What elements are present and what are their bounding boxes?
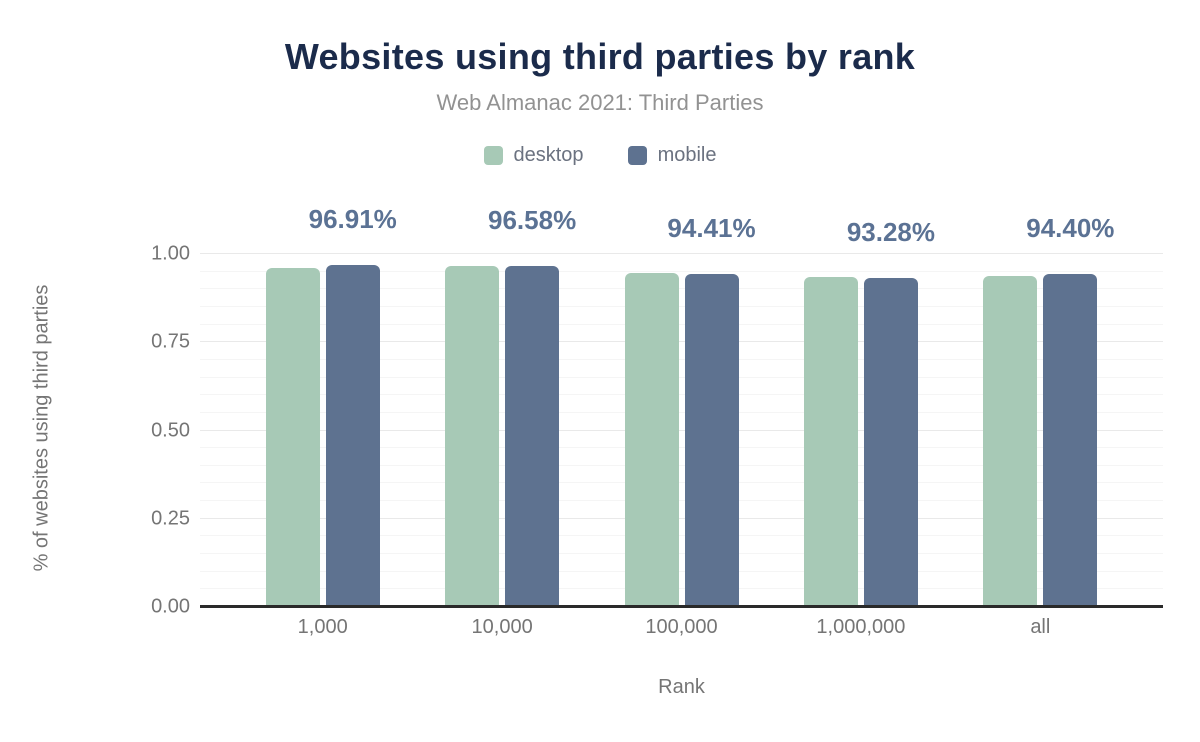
gridline-minor [200,305,1163,307]
y-axis-tick: 0.75 [151,330,190,353]
bar-mobile-1000[interactable] [325,264,380,607]
gridline-major [200,253,1163,254]
bar-group-all: 94.40% [951,213,1130,607]
gridline-minor [200,588,1163,590]
bars-row: 96.91% 96.58% 94.41% 93.28% 94.40% [233,204,1130,607]
chart-subtitle: Web Almanac 2021: Third Parties [436,90,764,115]
x-axis-ticks: 1,000 10,000 100,000 1,000,000 all [233,616,1130,639]
bar-value-label: 94.40% [1026,212,1115,243]
bar-value-label: 96.91% [308,203,397,234]
gridline-minor [200,323,1163,325]
legend-item-mobile: mobile [627,144,717,167]
gridline-minor [200,447,1163,449]
y-axis-tick: 0.25 [151,507,190,530]
legend-label: desktop [513,144,584,166]
bar-value-label: 96.58% [488,205,577,236]
bar-value-label: 93.28% [846,216,936,247]
gridline-minor [200,411,1163,413]
x-axis-title: Rank [658,676,705,698]
gridline-minor [200,535,1163,537]
gridline-minor [200,553,1163,555]
chart-title: Websites using third parties by rank [284,36,916,77]
bar-mobile-1000000[interactable] [863,277,918,607]
gridline-minor [200,270,1163,272]
x-axis-tick-all: all [1030,616,1051,638]
gridline-minor [200,500,1163,502]
gridlines [200,253,1163,607]
plot-area: 96.91% 96.58% 94.41% 93.28% 94.40% [200,204,1163,608]
bar-desktop-all[interactable] [983,276,1038,607]
x-axis-tick-1000000: 1,000,000 [816,616,906,638]
gridline-minor [200,570,1163,572]
bar-group-10000: 96.58% [412,205,591,607]
gridline-minor [200,376,1163,378]
gridline-major [200,429,1163,431]
y-axis-ticks: 0.00 0.25 0.50 0.75 1.00 [105,243,190,618]
x-axis-tick-1000: 1,000 [297,616,348,638]
gridline-minor [200,358,1163,360]
gridline-minor [200,288,1163,290]
legend-item-desktop: desktop [483,144,584,167]
bar-mobile-10000[interactable] [505,266,560,607]
gridline-minor [200,464,1163,466]
y-axis-tick: 0.00 [151,595,190,618]
bar-desktop-10000[interactable] [445,265,500,607]
x-axis-line [200,605,1163,608]
bar-mobile-all[interactable] [1043,273,1098,607]
bar-mobile-100000[interactable] [684,273,739,607]
gridline-major [200,517,1163,519]
bar-group-1000: 96.91% [233,204,412,607]
gridline-minor [200,394,1163,396]
bar-desktop-100000[interactable] [624,272,679,607]
bar-group-1000000: 93.28% [771,217,950,607]
legend-swatch-desktop [483,146,503,165]
bar-value-label: 94.41% [667,212,756,243]
y-axis-tick: 1.00 [151,242,190,265]
gridline-major [200,341,1163,343]
x-axis-tick-100000: 100,000 [645,616,718,638]
y-axis-title: % of websites using third parties [30,284,53,572]
x-axis-tick-10000: 10,000 [471,616,533,638]
bar-group-100000: 94.41% [592,213,771,607]
legend: desktop mobile [0,144,1200,167]
legend-swatch-mobile [627,146,647,165]
bar-desktop-1000[interactable] [265,267,320,607]
bar-desktop-1000000[interactable] [803,276,858,607]
legend-label: mobile [657,144,717,166]
y-axis-tick: 0.50 [151,419,190,441]
gridline-minor [200,482,1163,484]
